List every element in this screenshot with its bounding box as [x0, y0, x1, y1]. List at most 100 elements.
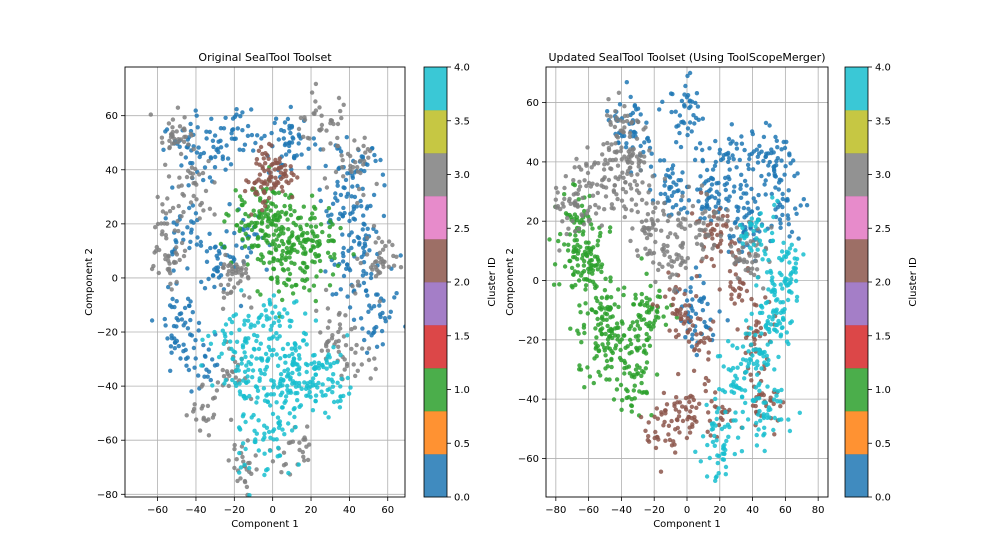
point-cluster-3 [221, 295, 227, 300]
point-cluster-1 [598, 373, 603, 378]
point-cluster-0 [235, 126, 240, 131]
point-cluster-3 [386, 239, 392, 244]
point-cluster-0 [195, 235, 200, 240]
point-cluster-3 [593, 202, 598, 208]
point-cluster-0 [368, 275, 374, 281]
point-cluster-0 [788, 161, 793, 166]
point-cluster-3 [613, 109, 618, 114]
point-cluster-3 [376, 255, 382, 260]
point-cluster-0 [174, 338, 180, 344]
point-cluster-2 [762, 332, 767, 337]
point-cluster-4 [789, 242, 794, 247]
point-cluster-2 [677, 430, 682, 435]
point-cluster-3 [313, 99, 318, 104]
point-cluster-4 [316, 360, 322, 366]
point-cluster-1 [654, 314, 659, 319]
point-cluster-0 [186, 367, 192, 373]
point-cluster-1 [288, 212, 294, 218]
point-cluster-3 [667, 214, 672, 219]
point-cluster-3 [625, 159, 630, 164]
point-cluster-4 [240, 441, 246, 446]
point-cluster-3 [184, 413, 189, 418]
point-cluster-4 [255, 320, 261, 325]
point-cluster-1 [593, 326, 598, 331]
point-cluster-1 [299, 232, 305, 237]
point-cluster-4 [327, 355, 332, 360]
point-cluster-4 [308, 384, 313, 389]
point-cluster-1 [286, 267, 291, 272]
chart-title: Original SealTool Toolset [198, 51, 332, 64]
point-cluster-0 [784, 139, 789, 145]
point-cluster-3 [166, 253, 171, 258]
point-cluster-1 [277, 232, 283, 237]
point-cluster-0 [670, 171, 675, 176]
point-cluster-2 [714, 222, 720, 228]
point-cluster-1 [317, 239, 322, 244]
point-cluster-3 [555, 204, 561, 209]
point-cluster-0 [683, 83, 688, 89]
point-cluster-3 [189, 133, 194, 138]
point-cluster-3 [381, 259, 386, 264]
y-tick-label: −60 [518, 454, 539, 465]
point-cluster-3 [318, 330, 323, 335]
colorbar-segment [424, 411, 447, 455]
point-cluster-3 [181, 193, 187, 198]
point-cluster-0 [689, 336, 695, 342]
point-cluster-3 [700, 256, 705, 261]
point-cluster-3 [629, 186, 634, 191]
point-cluster-0 [747, 156, 752, 162]
point-cluster-0 [692, 328, 698, 333]
point-cluster-4 [719, 426, 725, 432]
point-cluster-0 [215, 265, 221, 270]
point-cluster-1 [578, 310, 583, 315]
point-cluster-1 [270, 222, 276, 227]
point-cluster-0 [255, 133, 260, 138]
point-cluster-3 [234, 262, 239, 267]
point-cluster-4 [280, 346, 286, 352]
y-tick-label: −40 [518, 395, 539, 406]
point-cluster-0 [685, 132, 690, 138]
point-cluster-2 [260, 166, 265, 171]
point-cluster-0 [738, 186, 743, 191]
point-cluster-3 [339, 115, 344, 121]
point-cluster-3 [363, 150, 368, 155]
point-cluster-1 [258, 292, 263, 297]
point-cluster-1 [291, 220, 296, 226]
point-cluster-3 [233, 268, 238, 273]
point-cluster-1 [304, 277, 310, 282]
point-cluster-3 [341, 334, 347, 339]
point-cluster-3 [340, 158, 345, 163]
point-cluster-1 [611, 397, 617, 402]
point-cluster-4 [772, 202, 777, 208]
point-cluster-2 [646, 420, 651, 425]
point-cluster-0 [359, 254, 364, 260]
point-cluster-0 [718, 157, 724, 163]
point-cluster-0 [365, 293, 370, 298]
scatter-points [148, 81, 405, 497]
point-cluster-2 [695, 316, 701, 321]
point-cluster-0 [378, 157, 383, 163]
point-cluster-3 [634, 154, 640, 159]
point-cluster-3 [309, 90, 315, 95]
point-cluster-3 [191, 181, 196, 186]
point-cluster-1 [242, 244, 248, 249]
point-cluster-3 [176, 228, 181, 234]
point-cluster-4 [242, 350, 247, 355]
point-cluster-4 [262, 435, 267, 440]
point-cluster-2 [763, 295, 768, 300]
point-cluster-0 [198, 152, 203, 157]
point-cluster-4 [238, 392, 243, 397]
point-cluster-0 [288, 104, 293, 110]
point-cluster-0 [678, 144, 684, 150]
point-cluster-0 [789, 229, 795, 235]
point-cluster-4 [253, 437, 258, 442]
point-cluster-1 [283, 192, 288, 198]
point-cluster-1 [598, 301, 603, 306]
point-cluster-1 [579, 340, 584, 345]
point-cluster-1 [327, 224, 332, 230]
point-cluster-3 [313, 81, 319, 87]
point-cluster-3 [611, 188, 616, 193]
point-cluster-1 [556, 238, 561, 244]
point-cluster-4 [245, 374, 250, 379]
x-tick-label: 20 [713, 505, 726, 516]
